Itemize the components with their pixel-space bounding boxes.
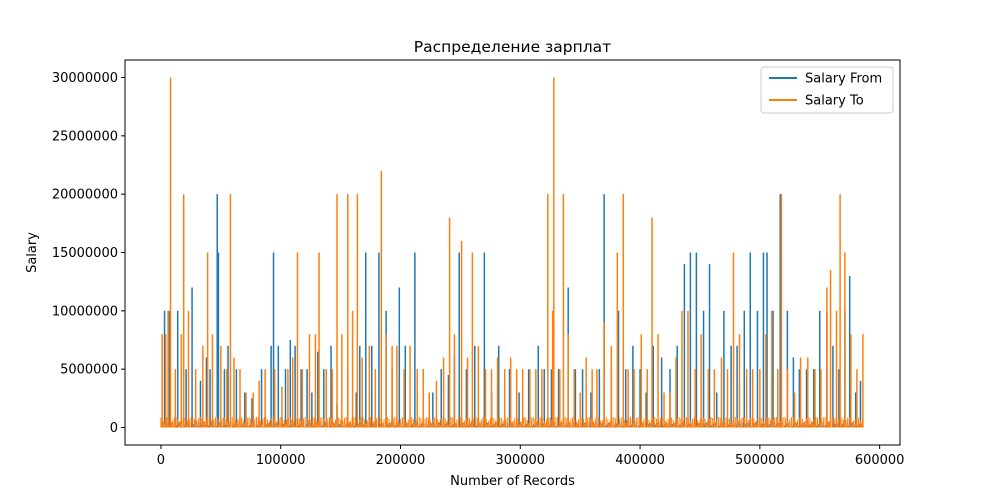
y-tick-label: 10000000 — [52, 304, 118, 319]
x-axis-title: Number of Records — [450, 474, 575, 489]
x-tick-label: 200000 — [376, 453, 426, 468]
y-tick-label: 0 — [110, 421, 118, 436]
y-axis-title: Salary — [25, 232, 40, 273]
series-layer — [160, 77, 865, 428]
series-salary-to — [160, 77, 865, 428]
x-tick-label: 100000 — [256, 453, 306, 468]
legend-label: Salary From — [805, 72, 882, 87]
x-tick-label: 400000 — [615, 453, 665, 468]
x-tick-label: 500000 — [735, 453, 785, 468]
chart-title: Распределение зарплат — [414, 38, 611, 56]
x-tick-label: 300000 — [495, 453, 545, 468]
y-tick-label: 20000000 — [52, 188, 118, 203]
y-tick-label: 30000000 — [52, 71, 118, 86]
series-salary-from — [160, 194, 865, 428]
y-tick-label: 15000000 — [52, 246, 118, 261]
legend: Salary From Salary To — [760, 66, 894, 114]
x-tick-label: 600000 — [855, 453, 905, 468]
y-tick-label: 25000000 — [52, 129, 118, 144]
x-tick-label: 0 — [157, 453, 165, 468]
x-axis-ticks: 0 100000 200000 300000 400000 500000 600000 — [157, 445, 905, 468]
y-axis-ticks: 0 5000000 10000000 15000000 20000000 25000000… — [52, 71, 125, 436]
legend-label: Salary To — [805, 94, 864, 109]
y-tick-label: 5000000 — [60, 363, 118, 378]
